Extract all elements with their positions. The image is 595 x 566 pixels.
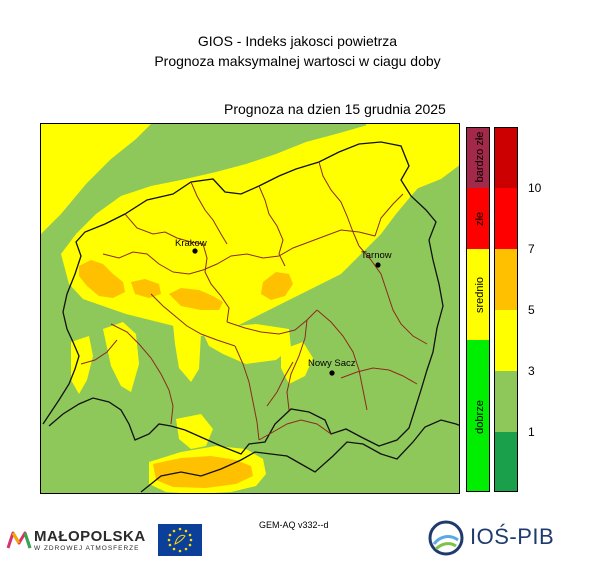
- category-legend: bardzo złe złe srednio dobrze: [466, 127, 490, 492]
- city-label-nowy-sacz: Nowy Sacz: [308, 358, 356, 369]
- color-scale: [494, 127, 518, 492]
- category-good-label: dobrze: [474, 400, 486, 434]
- zone-orange-south: [153, 456, 253, 488]
- category-very-bad-swatch: [466, 127, 490, 188]
- category-bad-swatch: [466, 188, 490, 249]
- city-marker-tarnow: [375, 262, 381, 268]
- scale-swatch-1: [494, 127, 518, 188]
- model-version: GEM-AQ v332--d: [259, 520, 329, 530]
- scale-swatch-6: [494, 432, 518, 492]
- eu-life-logo: [158, 524, 202, 556]
- map-subtitle: Prognoza maksymalnej wartosci w ciagu do…: [154, 53, 441, 69]
- malopolska-tagline: W ZDROWEJ ATMOSFERZE: [34, 545, 140, 552]
- zone-moderate-c2: [281, 342, 313, 384]
- ios-pib-logo: IOŚ-PIB: [426, 518, 576, 558]
- scale-swatch-4: [494, 310, 518, 371]
- county-borders: [80, 161, 428, 441]
- zone-orange-4: [261, 272, 293, 300]
- zone-orange-2: [131, 279, 161, 298]
- category-moderate-label: srednio: [474, 277, 486, 313]
- scale-label-1: 1: [528, 425, 535, 439]
- malopolska-name: MAŁOPOLSKA: [34, 528, 146, 545]
- scale-swatch-2: [494, 188, 518, 249]
- ios-pib-mark-icon: [428, 520, 464, 556]
- scale-swatch-5: [494, 371, 518, 432]
- forecast-date: Prognoza na dzien 15 grudnia 2025: [224, 101, 446, 117]
- zone-orange-3: [169, 288, 223, 310]
- country-border: [140, 419, 459, 493]
- zone-moderate-w3: [173, 322, 201, 382]
- forecast-map: Krakow Tarnow Nowy Sacz: [40, 123, 460, 494]
- zone-moderate-w2: [103, 322, 139, 392]
- map-title: GIOS - Indeks jakosci powietrza: [197, 33, 398, 49]
- zone-orange-1: [79, 260, 125, 298]
- map-canvas: Krakow Tarnow Nowy Sacz: [41, 124, 459, 493]
- city-label-tarnow: Tarnow: [361, 250, 392, 261]
- zone-moderate-s1: [176, 414, 213, 449]
- zone-moderate-nw: [41, 124, 151, 234]
- city-marker-krakow: [192, 248, 198, 254]
- city-label-krakow: Krakow: [175, 238, 207, 249]
- category-good-swatch: [466, 340, 490, 492]
- city-marker-nowy-sacz: [329, 370, 335, 376]
- malopolska-logo: MAŁOPOLSKA W ZDROWEJ ATMOSFERZE: [6, 524, 156, 560]
- scale-label-5: 5: [528, 303, 535, 317]
- ios-pib-name: IOŚ-PIB: [470, 524, 555, 549]
- category-moderate-swatch: [466, 249, 490, 340]
- category-very-bad-label: bardzo złe: [474, 132, 486, 183]
- zone-moderate-c1: [201, 324, 291, 364]
- scale-label-7: 7: [528, 242, 535, 256]
- category-bad-label: złe: [474, 212, 486, 226]
- eu-stars-icon: [167, 527, 193, 553]
- scale-label-10: 10: [528, 181, 542, 195]
- malopolska-mark-icon: [6, 531, 32, 549]
- scale-label-3: 3: [528, 364, 535, 378]
- region-border: [42, 141, 444, 455]
- scale-swatch-3: [494, 249, 518, 310]
